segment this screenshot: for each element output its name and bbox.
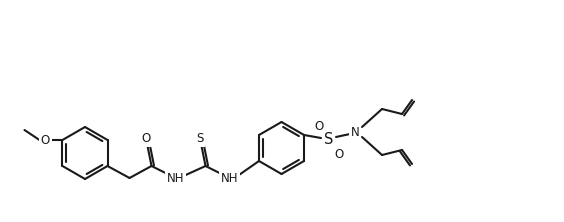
Text: O: O (141, 133, 150, 145)
Text: O: O (41, 133, 50, 147)
Text: NH: NH (221, 172, 238, 184)
Text: S: S (196, 133, 203, 145)
Text: O: O (334, 147, 343, 161)
Text: N: N (351, 125, 359, 139)
Text: S: S (324, 133, 334, 147)
Text: O: O (314, 119, 324, 133)
Text: NH: NH (167, 172, 184, 184)
